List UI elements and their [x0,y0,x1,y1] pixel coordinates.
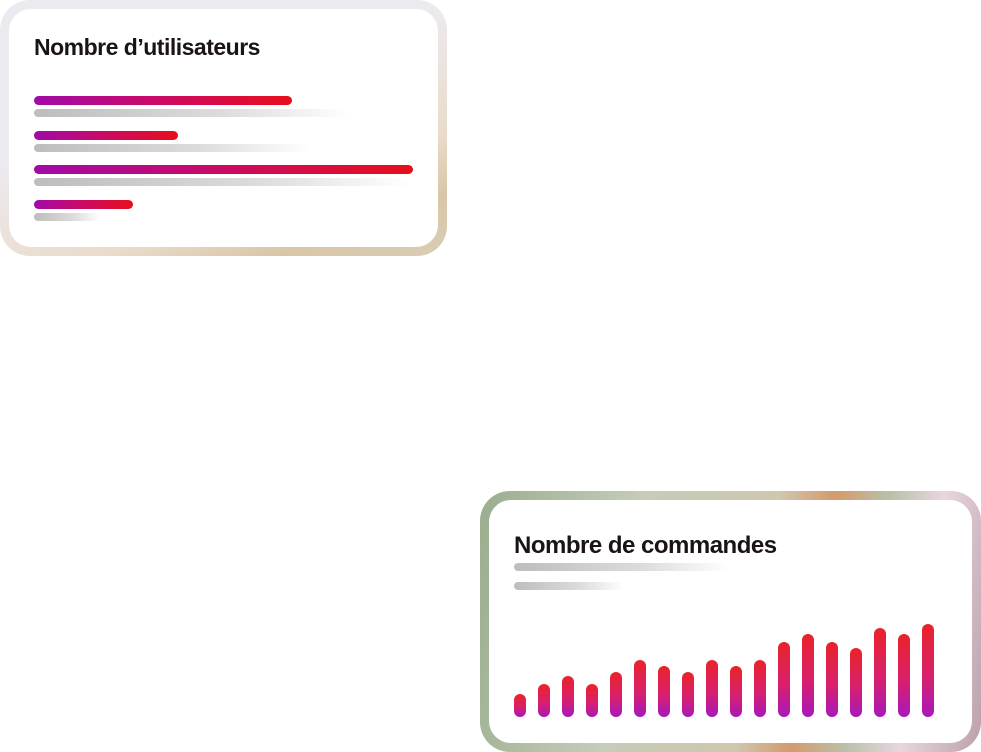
orders-bar-9 [706,660,718,717]
orders-bar-8 [682,672,694,717]
users-card-body: Nombre d’utilisateurs [9,9,438,247]
orders-card: Nombre de commandes [480,491,981,752]
users-card-title: Nombre d’utilisateurs [34,34,260,60]
placeholder-line [514,563,729,571]
orders-bar-7 [658,666,670,717]
orders-bar-18 [922,624,934,717]
orders-card-body: Nombre de commandes [489,500,972,743]
placeholder-line [34,143,310,152]
placeholder-line [34,178,410,186]
orders-bar-6 [634,660,646,717]
orders-bar-15 [850,648,862,717]
orders-bar-5 [610,672,622,717]
orders-card-title: Nombre de commandes [514,532,777,559]
users-bar-4 [34,199,133,209]
orders-bar-16 [874,628,886,717]
orders-bar-17 [898,634,910,717]
placeholder-line [514,582,624,590]
orders-bar-4 [586,684,598,717]
users-bar-3 [34,165,413,174]
orders-bar-14 [826,642,838,717]
orders-bar-3 [562,676,574,717]
orders-bar-1 [514,694,526,717]
orders-bar-11 [754,660,766,717]
placeholder-line [34,212,100,221]
orders-bar-10 [730,666,742,717]
orders-bar-2 [538,684,550,717]
users-bar-1 [34,96,292,105]
users-bar-2 [34,130,179,140]
orders-bar-13 [802,634,814,717]
placeholder-line [34,109,350,117]
users-card: Nombre d’utilisateurs [0,0,447,256]
orders-bar-12 [778,642,790,717]
